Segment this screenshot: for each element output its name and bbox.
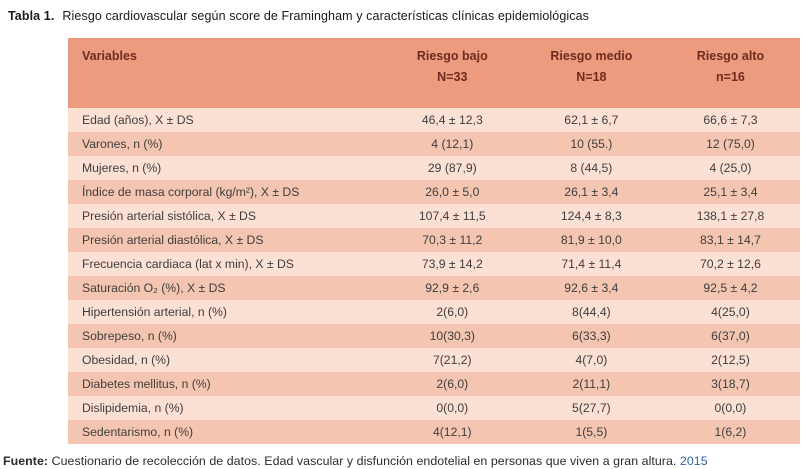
cell-value: 2(11,1) — [572, 377, 611, 391]
cell-value: 4(25,0) — [711, 305, 750, 319]
source-year: 2015 — [679, 454, 708, 468]
cell-value: 10(30,3) — [429, 329, 475, 343]
cell-value: 70,3 ± 11,2 — [422, 233, 483, 247]
column-header-riesgo-alto: Riesgo alto n=16 — [660, 38, 800, 108]
framingham-risk-table: Variables Riesgo bajo N=33 Riesgo medio … — [68, 38, 800, 444]
cell-value: 29 (87,9) — [427, 161, 477, 175]
row-label: Varones, n (%) — [82, 137, 163, 151]
table-row: Mujeres, n (%) 29 (87,9) 8 (44,5) 4 (25,0) — [68, 156, 800, 180]
table-row: Saturación O₂ (%), X ± DS 92,9 ± 2,6 92,6 … — [68, 276, 800, 300]
cell-value: 6(37,0) — [711, 329, 750, 343]
cell-value: 138,1 ± 27,8 — [696, 209, 765, 223]
source-note: Fuente: Cuestionario de recolección de d… — [3, 454, 809, 469]
row-label: Diabetes mellitus, n (%) — [82, 377, 211, 391]
table-row: Varones, n (%) 4 (12,1) 10 (55.) 12 (75,0) — [68, 132, 800, 156]
table-row: Hipertensión arterial, n (%) 2(6,0) 8(44,4… — [68, 300, 800, 324]
cell-value: 1(5,5) — [575, 425, 608, 439]
cell-value: 8 (44,5) — [570, 161, 613, 175]
cell-value: 92,6 ± 3,4 — [564, 281, 619, 295]
cell-value: 8(44,4) — [572, 305, 611, 319]
column-header-riesgo-medio: Riesgo medio N=18 — [521, 38, 661, 108]
table-row: Índice de masa corporal (kg/m²), X ± DS 2… — [68, 180, 800, 204]
cell-value: 0(0,0) — [714, 401, 747, 415]
cell-value: 5(27,7) — [572, 401, 611, 415]
table-row: Dislipidemia, n (%) 0(0,0) 5(27,7) 0(0,0) — [68, 396, 800, 420]
column-header-count: N=18 — [576, 70, 607, 84]
cell-value: 81,9 ± 10,0 — [560, 233, 622, 247]
table-row: Frecuencia cardiaca (lat x min), X ± DS 7… — [68, 252, 800, 276]
cell-value: 4(12,1) — [432, 425, 472, 439]
row-label: Saturación O₂ (%), X ± DS — [82, 281, 226, 295]
row-label: Presión arterial diastólica, X ± DS — [82, 233, 264, 247]
table-row: Diabetes mellitus, n (%) 2(6,0) 2(11,1) 3(1… — [68, 372, 800, 396]
table-body: Edad (años), X ± DS 46,4 ± 12,3 62,1 ± 6,7… — [68, 108, 800, 444]
cell-value: 92,9 ± 2,6 — [425, 281, 480, 295]
cell-value: 4(7,0) — [575, 353, 608, 367]
table-row: Edad (años), X ± DS 46,4 ± 12,3 62,1 ± 6,7… — [68, 108, 800, 132]
table-row: Presión arterial sistólica, X ± DS 107,4 … — [68, 204, 800, 228]
row-label: Sobrepeso, n (%) — [82, 329, 177, 343]
row-label: Edad (años), X ± DS — [82, 113, 194, 127]
table-header: Variables Riesgo bajo N=33 Riesgo medio … — [68, 38, 800, 108]
row-label: Mujeres, n (%) — [82, 161, 162, 175]
source-text: Cuestionario de recolección de datos. Ed… — [51, 454, 677, 468]
column-header-label: Riesgo alto — [696, 49, 765, 63]
cell-value: 70,2 ± 12,6 — [700, 257, 761, 271]
table-row: Presión arterial diastólica, X ± DS 70,3 … — [68, 228, 800, 252]
cell-value: 1(6,2) — [714, 425, 747, 439]
row-label: Presión arterial sistólica, X ± DS — [82, 209, 256, 223]
cell-value: 71,4 ± 11,4 — [561, 257, 622, 271]
row-label: Índice de masa corporal (kg/m²), X ± DS — [82, 185, 300, 199]
cell-value: 62,1 ± 6,7 — [564, 113, 619, 127]
cell-value: 7(21,2) — [432, 353, 472, 367]
column-header-label: Variables — [82, 49, 137, 63]
row-label: Sedentarismo, n (%) — [82, 425, 194, 439]
table-row: Obesidad, n (%) 7(21,2) 4(7,0) 2(12,5) — [68, 348, 800, 372]
cell-value: 12 (75,0) — [706, 137, 755, 151]
row-label: Hipertensión arterial, n (%) — [82, 305, 227, 319]
cell-value: 4 (12,1) — [431, 137, 474, 151]
cell-value: 73,9 ± 14,2 — [421, 257, 483, 271]
table-row: Sedentarismo, n (%) 4(12,1) 1(5,5) 1(6,2) — [68, 420, 800, 444]
column-header-riesgo-bajo: Riesgo bajo N=33 — [382, 38, 522, 108]
cell-value: 107,4 ± 11,5 — [418, 209, 486, 223]
cell-value: 25,1 ± 3,4 — [703, 185, 758, 199]
column-header-variables: Variables — [68, 38, 383, 108]
row-label: Frecuencia cardiaca (lat x min), X ± DS — [82, 257, 294, 271]
row-label: Obesidad, n (%) — [82, 353, 171, 367]
cell-value: 26,0 ± 5,0 — [425, 185, 480, 199]
cell-value: 0(0,0) — [436, 401, 469, 415]
cell-value: 124,4 ± 8,3 — [560, 209, 622, 223]
cell-value: 2(12,5) — [711, 353, 750, 367]
cell-value: 6(33,3) — [572, 329, 611, 343]
table-caption-label: Tabla 1. — [8, 9, 55, 23]
cell-value: 83,1 ± 14,7 — [700, 233, 761, 247]
column-header-label: Riesgo bajo — [416, 49, 488, 63]
cell-value: 92,5 ± 4,2 — [703, 281, 758, 295]
cell-value: 66,6 ± 7,3 — [703, 113, 758, 127]
cell-value: 26,1 ± 3,4 — [564, 185, 619, 199]
cell-value: 10 (55.) — [570, 137, 613, 151]
column-header-label: Riesgo medio — [550, 49, 633, 63]
cell-value: 46,4 ± 12,3 — [421, 113, 483, 127]
column-header-count: n=16 — [716, 70, 745, 84]
source-label: Fuente: — [3, 454, 49, 468]
table-caption: Tabla 1. Riesgo cardiovascular según scor… — [0, 0, 809, 24]
row-label: Dislipidemia, n (%) — [82, 401, 184, 415]
cell-value: 3(18,7) — [711, 377, 750, 391]
cell-value: 2(6,0) — [436, 305, 469, 319]
table-caption-text: Riesgo cardiovascular según score de Fra… — [62, 9, 590, 23]
table-row: Sobrepeso, n (%) 10(30,3) 6(33,3) 6(37,0) — [68, 324, 800, 348]
cell-value: 2(6,0) — [436, 377, 469, 391]
column-header-count: N=33 — [437, 70, 468, 84]
cell-value: 4 (25,0) — [709, 161, 752, 175]
header-row: Variables Riesgo bajo N=33 Riesgo medio … — [68, 38, 800, 108]
